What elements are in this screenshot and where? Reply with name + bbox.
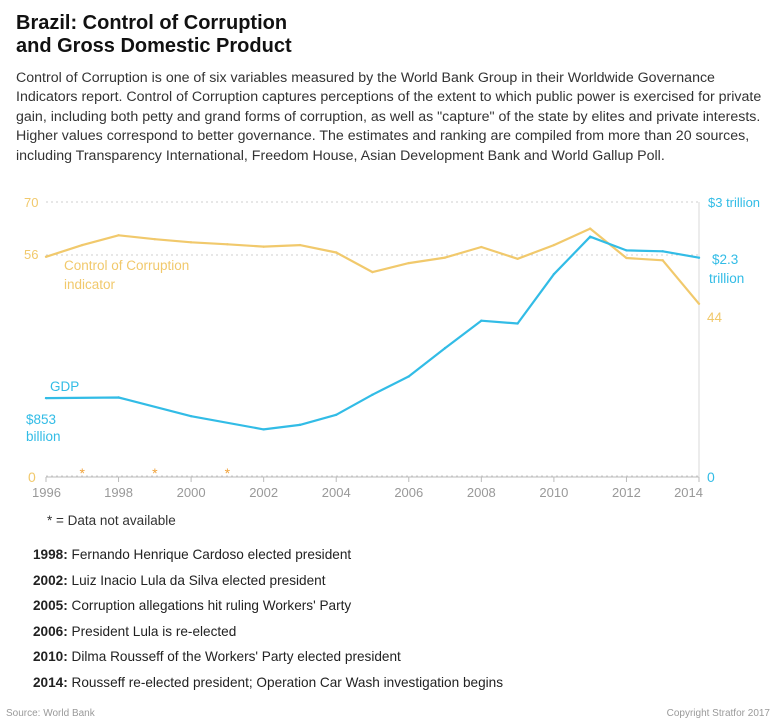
event-text: Luiz Inacio Lula da Silva elected presid…: [67, 572, 326, 588]
x-tick-label-1996: 1996: [32, 485, 61, 500]
event-list: 1998: Fernando Henrique Cardoso elected …: [33, 546, 503, 699]
missing-marker-1999: *: [152, 465, 158, 481]
x-tick-label-2012: 2012: [612, 485, 641, 500]
missing-marker-1997: *: [80, 465, 86, 481]
gdp-series-label: GDP: [50, 379, 79, 394]
corruption-series-label-2: indicator: [64, 277, 116, 292]
corruption-points: [44, 227, 701, 305]
left-axis-label-0: 0: [28, 469, 36, 485]
point-1998: [117, 234, 120, 237]
gdp-series-line: [45, 235, 700, 431]
point-2008: [480, 245, 483, 249]
event-text: Corruption allegations hit ruling Worker…: [67, 598, 352, 613]
gdp-end-label-1: $2.3: [712, 252, 738, 267]
copyright-note: Copyright Stratfor 2017: [666, 708, 770, 719]
point-2000: [189, 241, 193, 244]
gdp-points: [44, 235, 701, 431]
event-item: 2005: Corruption allegations hit ruling …: [33, 597, 503, 623]
point-2014: [697, 256, 701, 259]
chart-description: Control of Corruption is one of six vari…: [16, 70, 762, 164]
left-axis-label-56: 56: [24, 247, 38, 262]
x-tick-label-2000: 2000: [177, 485, 206, 500]
point-2012: [625, 249, 628, 252]
x-tick-label-2008: 2008: [467, 485, 496, 500]
gridlines: [46, 201, 699, 477]
right-axis-label-top: $3 trillion: [708, 195, 760, 210]
point-2005: [371, 270, 374, 274]
gdp-start-label-2: billion: [26, 429, 61, 444]
x-tick-label-2010: 2010: [539, 485, 568, 500]
corruption-end-label: 44: [707, 310, 723, 325]
left-axis-label-70: 70: [24, 195, 38, 210]
event-item: 2002: Luiz Inacio Lula da Silva elected …: [33, 572, 503, 598]
point-2010: [552, 272, 556, 276]
point-2009: [516, 322, 519, 325]
point-2002: [262, 245, 265, 248]
x-axis-labels: 1996 1998 2000 2002 2004 2006 2008 2010 2012 2014: [32, 485, 703, 500]
event-year: 2014:: [33, 674, 68, 690]
point-2004: [335, 413, 338, 417]
event-year: 1998:: [33, 547, 68, 562]
point-2008: [480, 319, 483, 322]
title-line-2: and Gross Domestic Product: [16, 35, 292, 57]
event-year: 2002:: [33, 572, 68, 588]
point-2009: [516, 257, 519, 260]
point-1997: [81, 243, 84, 247]
point-2005: [371, 393, 374, 396]
event-item: 2014: Rousseff re-elected president; Ope…: [33, 674, 503, 700]
source-note: Source: World Bank: [6, 708, 95, 719]
point-2011: [588, 235, 592, 238]
event-item: 2010: Dilma Rousseff of the Workers' Par…: [33, 648, 503, 674]
title-line-1: Brazil: Control of Corruption: [16, 12, 288, 34]
x-tick-label-2014: 2014: [674, 485, 703, 500]
point-1999: [153, 237, 157, 241]
x-tick-label-2006: 2006: [394, 485, 423, 500]
point-2014: [697, 302, 701, 305]
x-tick-label-1998: 1998: [104, 485, 133, 500]
gdp-end-label-2: trillion: [709, 271, 744, 286]
point-2010: [552, 243, 556, 247]
x-tick-label-2004: 2004: [322, 485, 351, 500]
point-2013: [661, 250, 664, 253]
point-2001: [226, 243, 229, 246]
point-2003: [298, 423, 302, 427]
event-text: Fernando Henrique Cardoso elected presid…: [67, 547, 352, 562]
point-2012: [625, 256, 628, 260]
event-text: President Lula is re-elected: [67, 623, 237, 639]
point-2004: [335, 251, 338, 254]
gdp-start-label-1: $853: [26, 412, 56, 427]
event-item: 2006: President Lula is re-elected: [33, 623, 503, 649]
point-1998: [117, 396, 120, 399]
x-axis-ticks: [45, 477, 700, 482]
corruption-series-label-1: Control of Corruption: [64, 258, 189, 273]
point-2003: [298, 243, 302, 247]
point-2013: [661, 259, 664, 262]
line-chart: 1996 1998 2000 2002 2004 2006 2008 2010 2012 2014…: [24, 195, 760, 528]
right-axis-label-zero: 0: [707, 469, 715, 485]
point-2002: [262, 428, 265, 431]
point-2007: [443, 256, 447, 259]
event-text: Rousseff re-elected president; Operation…: [67, 674, 504, 690]
x-tick-label-2002: 2002: [249, 485, 278, 500]
point-1996: [44, 396, 48, 400]
missing-marker-2001: *: [225, 465, 231, 481]
chart-title: Brazil: Control of Corruption and Gross …: [16, 12, 416, 58]
point-2000: [189, 414, 193, 418]
point-2007: [443, 346, 447, 350]
point-2006: [407, 375, 410, 378]
point-1996: [44, 255, 48, 258]
event-text: Dilma Rousseff of the Workers' Party ele…: [67, 649, 401, 664]
event-year: 2006:: [33, 623, 68, 639]
missing-data-markers: * * *: [80, 465, 231, 481]
missing-data-footnote: * = Data not available: [47, 513, 176, 528]
point-2006: [407, 261, 410, 265]
event-item: 1998: Fernando Henrique Cardoso elected …: [33, 546, 503, 572]
event-year: 2010:: [33, 649, 68, 664]
event-year: 2005:: [33, 598, 68, 613]
point-2011: [588, 227, 592, 230]
